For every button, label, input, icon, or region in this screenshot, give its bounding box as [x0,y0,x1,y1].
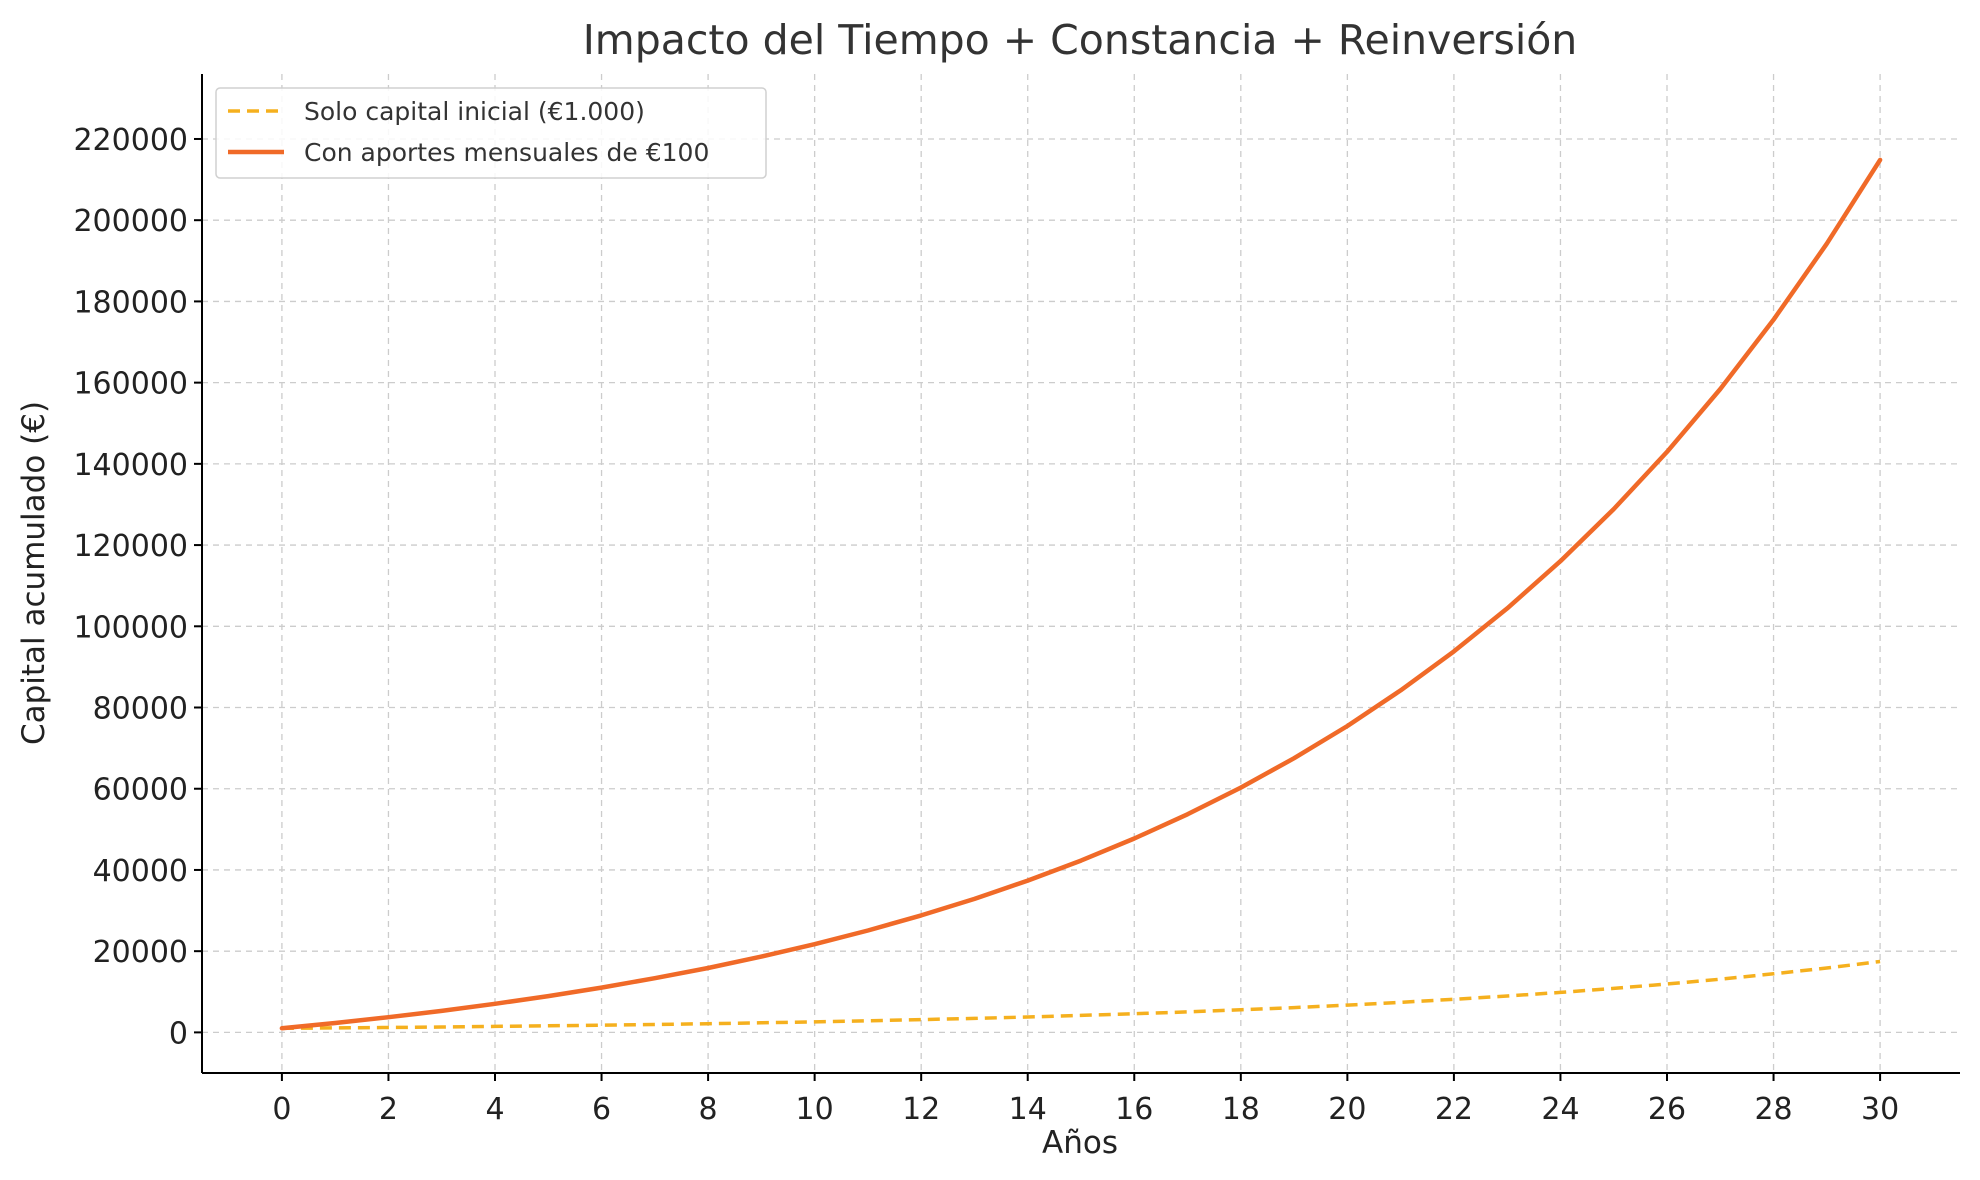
y-tick-label: 40000 [93,854,188,889]
x-tick-label: 18 [1222,1092,1260,1127]
series-line-con-aportes [279,157,1883,1031]
axes [201,74,1960,1074]
x-tick-label: 22 [1435,1092,1473,1127]
legend-label-con-aportes: Con aportes mensuales de €100 [304,138,709,167]
series-layer [279,157,1883,1031]
x-tick-label: 4 [485,1092,504,1127]
x-tick-label: 30 [1861,1092,1899,1127]
x-tick-label: 26 [1648,1092,1686,1127]
x-tick-label: 20 [1328,1092,1366,1127]
x-tick-label: 16 [1115,1092,1153,1127]
x-tick-label: 14 [1009,1092,1047,1127]
legend-label-solo-capital: Solo capital inicial (€1.000) [304,97,645,126]
y-tick-label: 200000 [73,204,188,239]
x-tick-label: 8 [699,1092,718,1127]
y-tick-label: 20000 [93,935,188,970]
ticks: 0 2 4 6 8 10 12 14 16 18 20 22 24 26 28 300200004000060… [73,123,1899,1127]
y-tick-label: 100000 [73,610,188,645]
y-tick-label: 120000 [73,529,188,564]
x-tick-label: 2 [379,1092,398,1127]
chart-title: Impacto del Tiempo + Constancia + Reinve… [583,16,1578,64]
y-axis-label: Capital acumulado (€) [16,401,52,745]
y-tick-label: 140000 [73,448,188,483]
y-tick-label: 0 [169,1016,188,1051]
x-axis-label: Años [1042,1125,1118,1161]
legend: Solo capital inicial (€1.000) Con aporte… [215,87,767,179]
x-tick-label: 28 [1754,1092,1792,1127]
x-tick-label: 6 [592,1092,611,1127]
y-tick-label: 180000 [73,285,188,320]
y-tick-label: 220000 [73,123,188,158]
x-tick-label: 0 [272,1092,291,1127]
grid [202,74,1960,1073]
series-line-solo-capital [281,959,1881,1031]
y-tick-label: 60000 [93,773,188,808]
x-tick-label: 24 [1541,1092,1579,1127]
y-tick-label: 80000 [93,692,188,727]
legend-box [215,87,767,179]
x-tick-label: 10 [796,1092,834,1127]
y-tick-label: 160000 [73,367,188,402]
x-tick-label: 12 [902,1092,940,1127]
